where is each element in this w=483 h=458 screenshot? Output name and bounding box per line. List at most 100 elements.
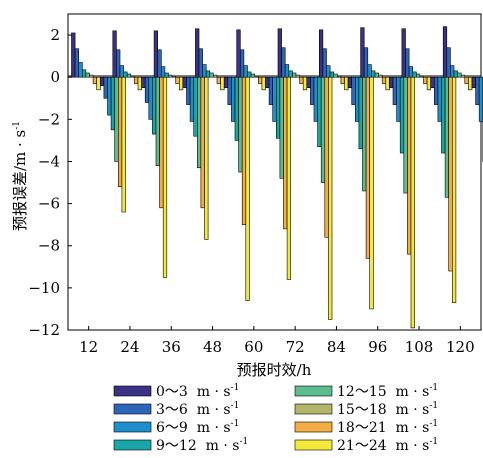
bar-84-s9 xyxy=(351,76,356,105)
bar-48-s3 xyxy=(205,70,211,78)
bar-36-s1 xyxy=(157,49,162,78)
bar-120-s8 xyxy=(471,76,476,89)
bar-72-s9 xyxy=(310,76,315,105)
bar-96-s5 xyxy=(378,74,383,78)
bar-96-s6 xyxy=(381,76,387,84)
bar-24-s12 xyxy=(155,76,160,166)
legend-label-sup: -1 xyxy=(239,437,248,447)
bar-72-s3 xyxy=(288,70,293,78)
bar-84-s3 xyxy=(329,71,335,78)
x-tick-label: 84 xyxy=(327,338,346,356)
bar-24-s2 xyxy=(119,65,124,78)
y-axis-ticks: 2 0 −2 −4 −6 −8 −10 −12 xyxy=(28,26,72,339)
bar-120-s0 xyxy=(442,26,448,78)
bar-120-s3 xyxy=(453,70,458,78)
bar-36-s4 xyxy=(168,74,173,78)
legend-swatch xyxy=(113,421,152,433)
bar-108-s11 xyxy=(441,76,446,154)
bar-108-s1 xyxy=(405,48,410,78)
bar-24-s6 xyxy=(134,76,139,84)
bar-96-s14 xyxy=(410,76,415,329)
bar-60-s12 xyxy=(279,76,284,179)
y-tick-label: −2 xyxy=(38,110,60,128)
bar-120-s4 xyxy=(457,72,462,78)
x-tick-label: 12 xyxy=(79,338,98,356)
bar-120-s7 xyxy=(468,76,473,91)
bar-60-s11 xyxy=(275,76,281,139)
bar-108-s2 xyxy=(408,66,414,78)
bar-48-s14 xyxy=(245,76,250,301)
bar-36-s6 xyxy=(175,76,180,84)
bar-96-s4 xyxy=(374,72,379,78)
bar-12-s7 xyxy=(96,76,101,91)
bar-48-s6 xyxy=(216,76,221,84)
bar-96-s13 xyxy=(407,76,412,255)
bar-12-s9 xyxy=(103,76,108,99)
bar-12-s13 xyxy=(118,76,123,188)
legend-label-text: 9～12 m · s xyxy=(156,438,239,454)
legend-swatch xyxy=(294,421,333,433)
bar-60-s13 xyxy=(283,76,288,230)
legend-label-sup: -1 xyxy=(429,437,438,447)
bar-60-s0 xyxy=(236,29,241,78)
x-tick-label: 60 xyxy=(244,338,263,356)
y-axis-label-text: 预报误差/m · s xyxy=(11,130,29,231)
bar-96-s3 xyxy=(371,70,376,78)
legend-swatch xyxy=(113,439,152,451)
bar-12-s3 xyxy=(82,69,87,78)
bar-120-s5 xyxy=(460,74,466,78)
legend-swatch xyxy=(294,439,333,451)
legend-label-sup: -1 xyxy=(429,383,438,393)
bar-36-s8 xyxy=(182,76,187,89)
bar-12-s11 xyxy=(110,76,115,131)
bar-36-s9 xyxy=(186,76,191,105)
bar-60-s4 xyxy=(250,73,256,78)
x-tick-label: 120 xyxy=(446,338,475,356)
legend-label: 12～15 m · s-1 xyxy=(337,383,438,400)
x-tick-label: 36 xyxy=(162,338,181,356)
bar-72-s7 xyxy=(302,76,308,91)
bar-36-s12 xyxy=(197,76,202,169)
legend-label-sup: -1 xyxy=(231,383,240,393)
x-tick-label: 72 xyxy=(286,338,305,356)
bar-72-s5 xyxy=(295,74,300,78)
bar-60-s2 xyxy=(243,65,248,78)
bar-108-s13 xyxy=(448,76,453,272)
bar-84-s4 xyxy=(333,73,338,78)
y-tick-label: 0 xyxy=(50,68,60,86)
legend-label: 3～6 m · s-1 xyxy=(156,401,239,418)
bar-60-s1 xyxy=(240,49,245,78)
bar-96-s12 xyxy=(403,76,408,194)
bar-72-s8 xyxy=(306,76,311,89)
plot-frame xyxy=(67,13,482,331)
bar-96-s11 xyxy=(399,76,405,154)
bar-12-s10 xyxy=(107,76,112,116)
bar-84-s2 xyxy=(326,65,331,78)
bar-96-s1 xyxy=(363,47,369,78)
bar-12-s6 xyxy=(92,76,97,84)
bar-48-s2 xyxy=(202,64,207,78)
bar-36-s10 xyxy=(189,76,195,122)
bar-48-s10 xyxy=(231,76,236,122)
bar-48-s12 xyxy=(238,76,243,173)
bar-72-s13 xyxy=(324,76,329,238)
bar-120-s9 xyxy=(475,76,480,105)
bar-24-s5 xyxy=(130,75,135,78)
bar-36-s5 xyxy=(171,75,177,78)
bar-24-s4 xyxy=(126,73,132,78)
bar-60-s14 xyxy=(286,76,292,280)
legend-label-text: 6～9 m · s xyxy=(156,420,231,436)
legend-label: 6～9 m · s-1 xyxy=(156,419,239,436)
y-axis-label: 预报误差/m · s-1 xyxy=(11,121,29,231)
bar-120-s10 xyxy=(478,76,483,122)
bar-12-s12 xyxy=(114,76,119,162)
y-tick-label: −6 xyxy=(38,195,60,213)
bar-12-s1 xyxy=(74,48,79,78)
legend-label-text: 18～21 m · s xyxy=(337,420,429,436)
bar-24-s9 xyxy=(144,76,150,103)
bar-108-s3 xyxy=(412,71,417,78)
bar-108-s6 xyxy=(423,76,428,84)
bar-48-s8 xyxy=(223,76,229,89)
legend-label-sup: -1 xyxy=(231,401,240,411)
legend-label-sup: -1 xyxy=(429,401,438,411)
